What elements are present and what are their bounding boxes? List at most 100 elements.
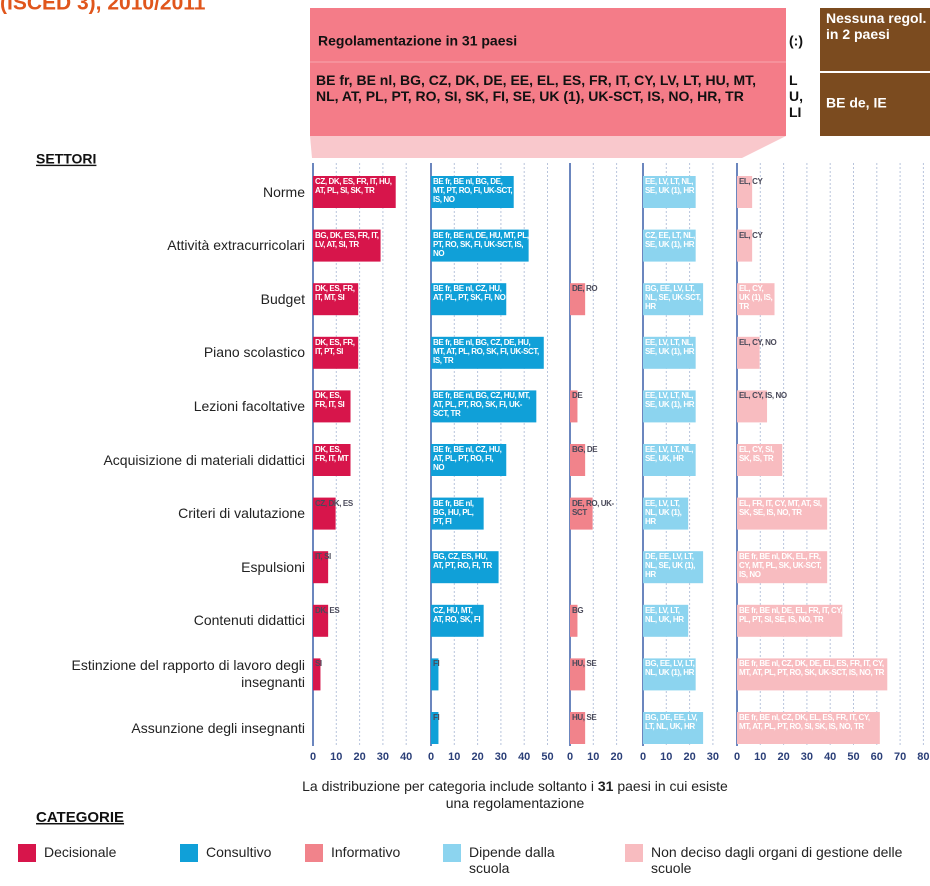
bar: [431, 336, 544, 369]
country-label-box: BE fr, BE nl, DK, EL, FR, CY, MT, PL, SK…: [739, 552, 822, 579]
country-label-box: EE, LV, LT, NL, SE, UK, HR: [645, 445, 694, 463]
country-label-box: DK, ES, FR, IT, SI: [315, 391, 345, 409]
note-text: paesi in cui esiste una regolamentazione: [445, 778, 728, 811]
country-label-box: BG: [572, 606, 584, 615]
category-label-box: Norme: [263, 184, 305, 200]
country-label-box: BE fr, BE nl, CZ, HU, AT, PL, PT, RO, FI…: [433, 445, 502, 472]
country-label: EL, CY, IS, NO: [739, 391, 787, 401]
none-title: Nessuna regol. in 2 paesi: [826, 10, 927, 42]
category-label-box: Budget: [261, 291, 305, 307]
bar: [737, 176, 753, 208]
bar: [570, 444, 586, 476]
header-missing: [786, 8, 818, 136]
category-label-box: Contenuti didattici: [194, 612, 305, 628]
country-label-box: BG, DK, ES, FR, IT, LV, AT, SI, TR: [315, 231, 379, 249]
country-label-box: HU, SE: [572, 659, 597, 669]
country-label-box: SI: [315, 659, 322, 669]
x-tick-label: 30: [377, 751, 389, 763]
country-label: EE, LV, LT, NL, SE, UK, HR: [645, 445, 694, 463]
x-tick-label: 10: [587, 751, 599, 763]
country-label-box: FI: [433, 659, 440, 669]
country-label-box: DK, ES, FR, IT, MT: [315, 445, 349, 463]
country-label: BG, CZ, ES, HU, AT, PT, RO, FI, TR: [433, 552, 492, 571]
x-tick-label: 30: [801, 751, 813, 763]
country-label: IT, SI: [315, 552, 331, 562]
country-label: HU, SE: [572, 659, 597, 669]
x-tick-label: 20: [610, 751, 622, 763]
bar: [431, 712, 439, 744]
x-tick-label: 40: [400, 751, 412, 763]
x-tick-label: 40: [518, 751, 530, 763]
none-title-box: Nessuna regol. in 2 paesi: [826, 10, 927, 42]
x-tick-label: 0: [428, 751, 434, 763]
country-label-box: DK, ES: [315, 605, 340, 615]
bar: [643, 176, 696, 208]
bar: [570, 658, 586, 691]
bar: [737, 336, 760, 369]
bar: [313, 444, 351, 476]
missing-list-box: LU, LI: [789, 72, 803, 120]
x-tick-label: 20: [683, 751, 695, 763]
country-label-box: BE fr, BE nl, BG, CZ, HU, MT, AT, PL, PT…: [433, 391, 530, 418]
bar: [737, 229, 753, 262]
legend-label: Dipende dalla scuola: [469, 844, 555, 876]
bar: [431, 551, 499, 584]
country-label: HU, SE: [572, 713, 597, 722]
country-label: EL, FR, IT, CY, MT, AT, SI, SK, SE, IS, …: [739, 498, 822, 517]
header-title: Regolamentazione in 31 paesi: [318, 33, 517, 49]
x-tick-label: 20: [353, 751, 365, 763]
country-label: BE fr, BE nl, CZ, HU, AT, PL, PT, SK, FI…: [433, 284, 506, 303]
country-label-box: DK, ES, FR, IT, PT, SI: [315, 337, 355, 356]
legend-label: Decisionale: [44, 844, 117, 860]
bar: [643, 658, 696, 691]
x-tick-label: 0: [310, 751, 316, 763]
country-label-box: EL, CY, NO: [739, 338, 777, 347]
note-box: La distribuzione per categoria include s…: [300, 778, 730, 812]
x-tick-label: 50: [847, 751, 859, 763]
category-label: Estinzione del rapporto di lavoro degli …: [71, 657, 305, 691]
category-label-box: Espulsioni: [241, 558, 305, 575]
country-label: BG, EE, LV, LT, NL, UK (1), HR: [645, 659, 695, 678]
bar: [643, 390, 696, 423]
country-label: BE fr, BE nl, DE, HU, MT, PL, PT, RO, SK…: [433, 230, 529, 258]
country-label-box: DE, RO: [572, 284, 598, 293]
note-number: 31: [597, 778, 614, 794]
category-label-box: Piano scolastico: [204, 344, 305, 360]
country-label-box: CZ, DK, ES, FR, IT, HU, AT, PL, SI, SK, …: [315, 177, 392, 195]
country-label: EL, CY, UK (1), IS, TR: [739, 284, 773, 312]
header-list-box: BE fr, BE nl, BG, CZ, DK, DE, EE, EL, ES…: [316, 72, 757, 104]
bar: [431, 444, 507, 476]
country-label-box: EL, CY, UK (1), IS, TR: [739, 284, 773, 312]
country-label: CZ, EE, LT, NL, SE, UK (1), HR: [645, 230, 695, 249]
bar: [570, 712, 586, 744]
country-label: DK, ES, FR, IT, PT, SI: [315, 337, 355, 356]
header-list: BE fr, BE nl, BG, CZ, DK, DE, EE, EL, ES…: [316, 72, 757, 104]
country-label-box: DE: [572, 391, 583, 401]
country-label: CZ, HU, MT, AT, RO, SK, FI: [433, 605, 481, 624]
country-label: BG, DE, EE, LV, LT, NL, UK, HR: [645, 713, 698, 731]
country-label-box: FI: [433, 713, 440, 722]
category-label-box: Acquisizione di materiali didattici: [103, 452, 305, 468]
note: La distribuzione per categoria include s…: [300, 778, 730, 812]
x-tick-label: 30: [495, 751, 507, 763]
country-label: SI: [315, 659, 322, 669]
y-title: SETTORI: [36, 151, 96, 167]
country-label-box: BE fr, BE nl, DE, EL, FR, IT, CY, PL, PT…: [739, 606, 842, 624]
x-tick-label: 60: [871, 751, 883, 763]
missing-symbol: (:): [789, 33, 803, 49]
x-tick-label: 0: [640, 751, 646, 763]
legend-label-box: Non deciso dagli organi di gestione dell…: [651, 844, 902, 876]
bar: [570, 390, 578, 423]
bar: [737, 658, 888, 691]
category-label: Espulsioni: [241, 558, 305, 575]
country-label: DK, ES: [315, 605, 340, 615]
country-label: BG, EE, LV, LT, NL, SE, UK-SCT, HR: [645, 284, 701, 312]
country-label-box: BE fr, BE nl, CZ, HU, AT, PL, PT, SK, FI…: [433, 284, 506, 303]
category-label-box: Lezioni facoltative: [194, 398, 305, 414]
country-label: DE: [572, 391, 583, 401]
country-label: FI: [433, 659, 440, 669]
bar: [737, 497, 828, 530]
note-text: La distribuzione per categoria include s…: [302, 778, 594, 794]
country-label-box: CZ, DK, ES: [315, 499, 353, 508]
